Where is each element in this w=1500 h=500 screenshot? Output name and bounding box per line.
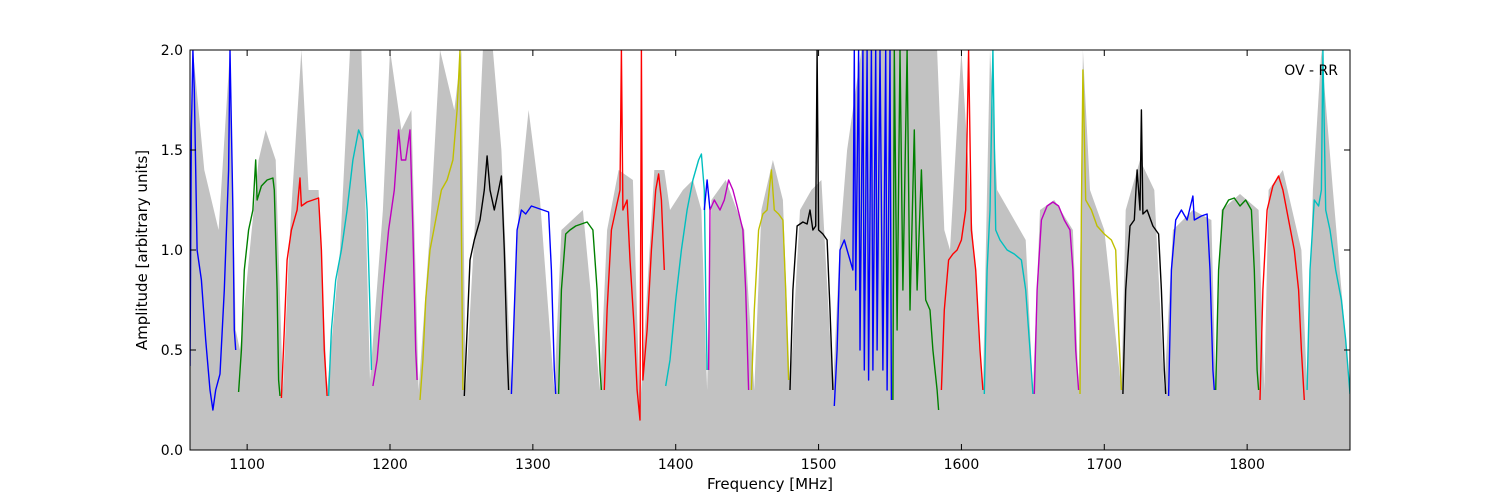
y-tick-label: 0.5: [161, 343, 183, 359]
series-line-12: [703, 179, 711, 211]
x-tick-label: 1200: [372, 457, 408, 473]
series-line-17: [892, 50, 940, 411]
x-tick-label: 1100: [229, 457, 265, 473]
y-tick-label: 2.0: [161, 43, 183, 59]
series-line-8: [510, 205, 557, 395]
plot-area: [190, 50, 1350, 450]
series-line-24: [1215, 197, 1260, 391]
y-axis-label: Amplitude [arbitrary units]: [133, 150, 151, 350]
series-line-5: [372, 129, 418, 387]
series-line-21: [1079, 69, 1123, 395]
y-tick-label: 1.0: [161, 243, 183, 259]
series-line-15: [789, 50, 834, 391]
series-line-13: [707, 179, 750, 391]
x-tick-label: 1400: [658, 457, 694, 473]
y-tick-label: 0.0: [161, 443, 183, 459]
y-axis: 0.0 0.5 1.0 1.5 2.0: [161, 43, 1350, 459]
y-tick-label: 1.5: [161, 143, 183, 159]
x-axis-label: Frequency [MHz]: [707, 475, 833, 493]
series-lines: [190, 50, 1350, 421]
background-envelope: [190, 50, 1350, 450]
x-tick-label: 1800: [1229, 457, 1265, 473]
background-envelope-area: [190, 50, 1350, 450]
series-line-10: [603, 50, 665, 421]
series-line-23: [1167, 195, 1215, 397]
series-line-26: [1306, 50, 1350, 395]
x-tick-label: 1600: [944, 457, 980, 473]
chart-annotation: OV - RR: [1284, 63, 1338, 79]
series-line-1: [190, 50, 237, 411]
series-line-4: [327, 129, 373, 397]
series-line-2: [237, 159, 281, 397]
series-line-9: [557, 221, 603, 395]
x-axis: 1100 1200 1300 1400 1500 1600 1700 1800: [229, 50, 1265, 473]
series-line-11: [665, 153, 708, 387]
x-tick-label: 1300: [515, 457, 551, 473]
series-line-6: [419, 50, 464, 401]
series-line-25: [1259, 175, 1305, 401]
series-line-22: [1122, 109, 1167, 395]
x-tick-label: 1500: [801, 457, 837, 473]
series-line-18: [940, 50, 984, 391]
series-line-20: [1033, 201, 1080, 395]
series-line-14: [750, 169, 790, 391]
series-line-19: [983, 50, 1034, 395]
series-line-7: [463, 155, 510, 397]
x-tick-label: 1700: [1086, 457, 1122, 473]
series-line-16: [833, 50, 893, 407]
series-line-3: [280, 177, 328, 399]
